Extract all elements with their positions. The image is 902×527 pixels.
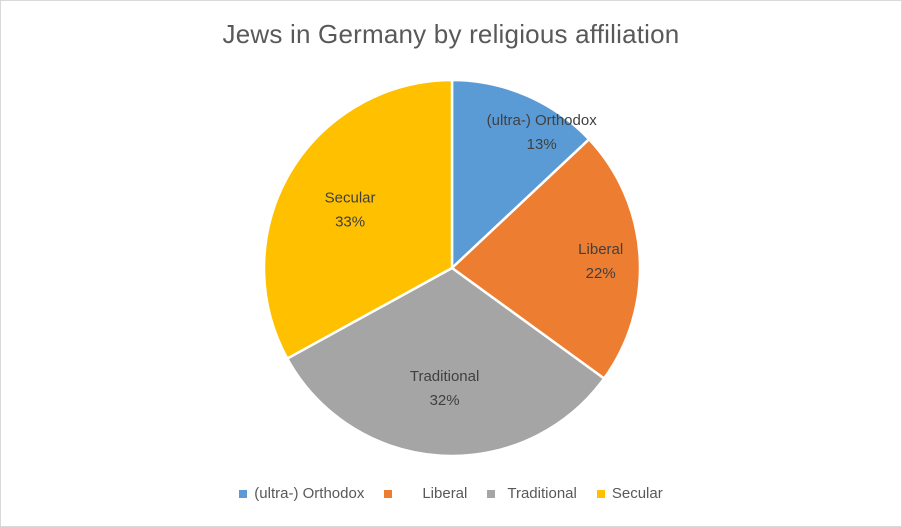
chart-title: Jews in Germany by religious affiliation (222, 19, 680, 49)
legend-label-liberal: Liberal (422, 485, 468, 502)
pie-slice-liberal (450, 137, 642, 381)
pie-labels: (ultra-) Orthodox 13% Liberal 22% Traditiona… (325, 112, 624, 409)
slice-label-value-secular: 33% (335, 214, 365, 231)
legend-label-traditional: Traditional (507, 485, 577, 502)
pie-slice-orthodox (450, 78, 591, 271)
legend-item-liberal: Liberal (384, 485, 467, 502)
legend: (ultra-) Orthodox Liberal Traditional Se… (1, 485, 901, 502)
legend-item-secular: Secular (596, 485, 663, 502)
legend-item-orthodox: (ultra-) Orthodox (239, 485, 364, 502)
legend-item-traditional: Traditional (487, 485, 577, 502)
slice-label-name-traditional: Traditional (410, 368, 479, 385)
legend-swatch-secular (596, 489, 605, 498)
slice-label-value-traditional: 32% (430, 392, 460, 409)
slice-label-name-secular: Secular (325, 190, 376, 207)
legend-label-orthodox: (ultra-) Orthodox (254, 485, 365, 502)
slice-label-name-liberal: Liberal (578, 241, 623, 258)
slice-label-value-orthodox: 13% (527, 136, 557, 153)
slice-label-value-liberal: 22% (586, 265, 616, 282)
slice-label-name-orthodox: (ultra-) Orthodox (487, 112, 598, 129)
pie-slice-traditional (285, 266, 606, 458)
legend-label-secular: Secular (611, 485, 663, 502)
pie-slice-secular (262, 78, 454, 361)
legend-swatch-liberal (384, 489, 393, 498)
legend-swatch-traditional (487, 489, 496, 498)
pie-slices (262, 78, 642, 458)
legend-swatch-orthodox (239, 489, 248, 498)
